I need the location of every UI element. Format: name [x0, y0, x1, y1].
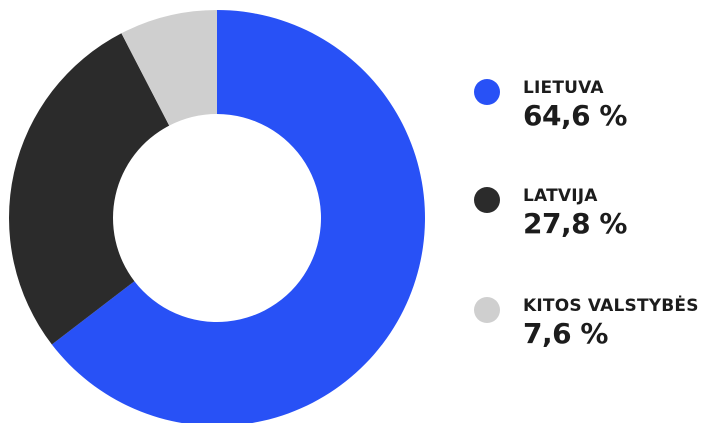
donut-chart [8, 9, 425, 423]
chart-legend: LIETUVA 64,6 % LATVIJA 27,8 % KITOS VALS… [474, 0, 710, 423]
legend-label-lietuva: LIETUVA [523, 78, 604, 98]
legend-value-kitos-valstybes: 7,6 % [523, 317, 608, 350]
donut-slice-kitos-valstybės [121, 9, 217, 126]
legend-label-kitos-valstybes: KITOS VALSTYBĖS [523, 296, 699, 316]
donut-slice-latvija [8, 33, 170, 345]
legend-swatch-lietuva [474, 79, 500, 105]
legend-value-latvija: 27,8 % [523, 207, 627, 240]
legend-swatch-latvija [474, 187, 500, 213]
legend-value-lietuva: 64,6 % [523, 99, 627, 132]
legend-swatch-kitos-valstybes [474, 297, 500, 323]
legend-label-latvija: LATVIJA [523, 186, 598, 206]
donut-slice-lietuva [51, 10, 425, 423]
